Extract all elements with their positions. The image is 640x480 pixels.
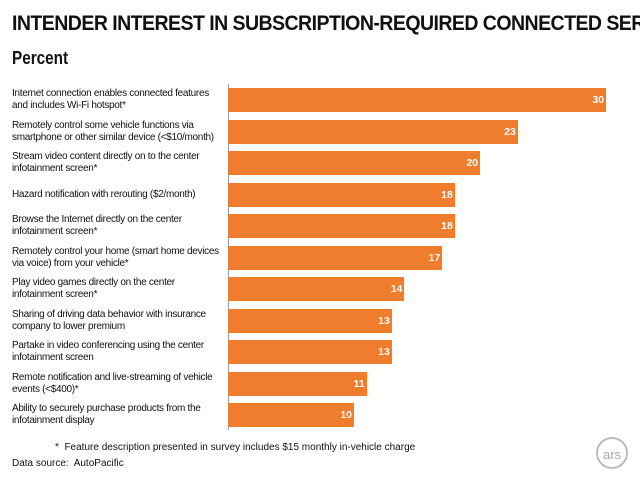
value-label: 20	[466, 157, 478, 169]
category-label: Stream video content directly on to the …	[12, 151, 200, 174]
value-label: 13	[378, 314, 390, 327]
bar: 14	[228, 277, 405, 301]
chart-title: INTENDER INTEREST IN SUBSCRIPTION-REQUIR…	[12, 12, 640, 35]
bar: 18	[228, 182, 455, 207]
value-label: 10	[340, 409, 352, 421]
footnote: * Feature description presented in surve…	[55, 442, 416, 453]
bar: 10	[228, 403, 354, 427]
bar: 23	[228, 119, 518, 144]
bar: 13	[228, 340, 392, 364]
bar: 17	[228, 245, 443, 270]
bar: 20	[228, 151, 480, 175]
category-label: Browse the Internet directly on the cent…	[12, 214, 182, 237]
bar: 30	[228, 88, 606, 112]
category-label: Remote notification and live-streaming o…	[12, 371, 213, 395]
value-label: 30	[592, 94, 604, 106]
value-label: 18	[441, 188, 453, 201]
value-label: 14	[390, 283, 403, 295]
source: Data source: AutoPacific	[12, 458, 124, 469]
value-label: 17	[428, 251, 441, 264]
category-label: Ability to securely purchase products fr…	[12, 403, 201, 426]
category-label: Hazard notification with rerouting ($2/m…	[12, 188, 196, 200]
bar: 18	[228, 214, 455, 238]
category-label: Internet connection enables connected fe…	[12, 88, 209, 111]
chart-subtitle: Percent	[12, 48, 69, 68]
value-label: 18	[441, 220, 453, 232]
category-label: Remotely control your home (smart home d…	[12, 245, 219, 269]
category-label: Remotely control some vehicle functions …	[12, 119, 214, 143]
bar: 11	[228, 371, 367, 396]
value-label: 13	[378, 346, 390, 358]
category-label: Partake in video conferencing using the …	[12, 340, 204, 363]
value-label: 11	[353, 377, 365, 390]
bar: 13	[228, 308, 392, 333]
category-label: Sharing of driving data behavior with in…	[12, 308, 206, 332]
category-label: Play video games directly on the center …	[12, 277, 175, 300]
value-label: 23	[504, 125, 516, 138]
logo: ars	[596, 437, 628, 469]
